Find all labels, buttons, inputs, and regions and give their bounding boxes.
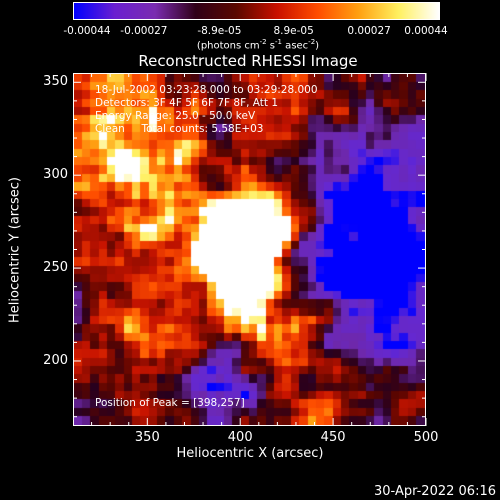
info-time-range: 18-Jul-2002 03:23:28.000 to 03:29:28.000 (95, 84, 318, 96)
colorbar-unit: (photons cm-2 s-1 asec-2) (196, 38, 320, 52)
x-axis-label: Heliocentric X (arcsec) (176, 446, 324, 461)
heatmap-image (74, 74, 425, 425)
x-tick-label: 400 (227, 430, 253, 445)
colorbar-tick-label: 0.00044 (404, 25, 448, 37)
colorbar-tick-label: 0.00027 (347, 25, 391, 37)
colorbar-tick-label: -0.00027 (120, 25, 168, 37)
peak-position-label: Position of Peak = [398,257] (95, 397, 245, 409)
timestamp: 30-Apr-2022 06:16 (374, 484, 496, 499)
colorbar-tick-label: -0.00044 (63, 25, 111, 37)
y-tick-label: 300 (43, 167, 68, 183)
colorbar (73, 2, 440, 20)
chart-title: Reconstructed RHESSI Image (138, 52, 358, 70)
y-tick-label: 350 (43, 74, 68, 90)
y-tick-label: 200 (43, 352, 68, 368)
y-tick-label: 250 (43, 260, 68, 276)
colorbar-gradient (74, 3, 439, 19)
x-tick-label: 500 (413, 430, 439, 445)
y-axis-label: Heliocentric Y (arcsec) (7, 177, 23, 323)
x-tick-label: 450 (320, 430, 346, 445)
x-tick-label: 350 (134, 430, 160, 445)
info-clean-counts: Clean Total counts: 5.58E+03 (95, 123, 264, 135)
colorbar-tick-label: 8.9e-05 (273, 25, 314, 37)
info-detectors: Detectors: 3F 4F 5F 6F 7F 8F, Att 1 (95, 97, 279, 109)
colorbar-tick-label: -8.9e-05 (197, 25, 242, 37)
info-energy-range: Energy Range: 25.0 - 50.0 keV (95, 110, 256, 122)
